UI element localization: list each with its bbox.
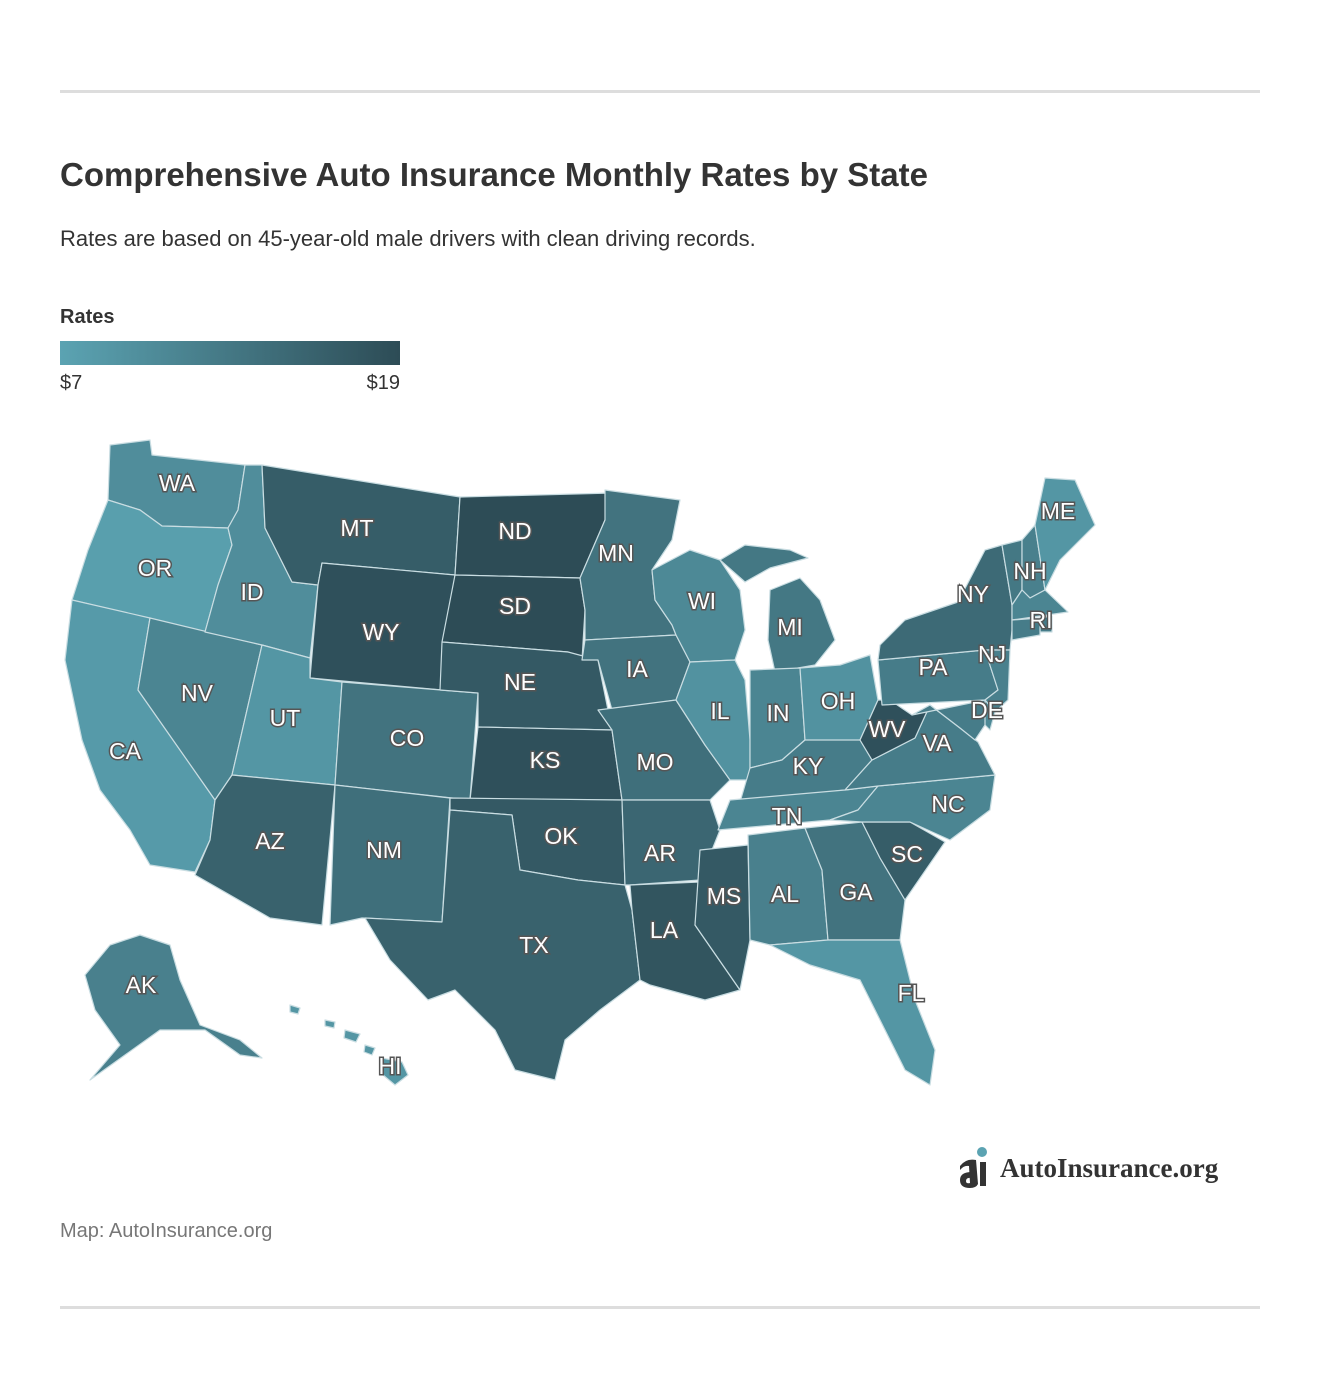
state-label-mi: MI <box>777 614 803 640</box>
state-label-ky: KY <box>793 753 824 779</box>
state-label-sd: SD <box>499 593 531 619</box>
state-label-sc: SC <box>891 841 923 867</box>
state-label-hi: HI <box>379 1053 402 1079</box>
state-tx <box>364 809 641 1081</box>
legend-max-label: $19 <box>366 372 400 394</box>
legend-title: Rates <box>60 306 115 328</box>
top-divider <box>60 90 1260 93</box>
state-label-tn: TN <box>772 803 803 829</box>
state-label-ks: KS <box>530 747 561 773</box>
us-choropleth-map: WA OR CA NV ID MT WY UT AZ CO NM ND SD NE KS OK TX MN IA MO… <box>64 439 1096 1086</box>
state-label-ut: UT <box>270 705 301 731</box>
state-label-ms: MS <box>707 883 742 909</box>
state-label-va: VA <box>923 730 953 756</box>
state-label-in: IN <box>767 700 790 726</box>
map-source: Map: AutoInsurance.org <box>60 1220 273 1242</box>
brand-mark-icon <box>960 1147 987 1188</box>
state-label-nc: NC <box>931 791 964 817</box>
state-hi <box>289 1004 409 1086</box>
state-label-mo: MO <box>636 749 673 775</box>
state-label-me: ME <box>1041 498 1076 524</box>
state-fl <box>769 939 936 1086</box>
state-ct <box>1011 617 1041 641</box>
state-label-ca: CA <box>109 738 142 764</box>
state-label-nd: ND <box>498 518 531 544</box>
state-label-ne: NE <box>504 669 536 695</box>
state-label-nh: NH <box>1013 558 1046 584</box>
state-az <box>194 774 336 926</box>
state-label-ga: GA <box>839 879 873 905</box>
state-label-or: OR <box>138 555 173 581</box>
page-title: Comprehensive Auto Insurance Monthly Rat… <box>60 156 928 193</box>
state-ms <box>694 844 751 991</box>
state-label-nv: NV <box>181 680 214 706</box>
state-label-wv: WV <box>868 716 906 742</box>
state-label-al: AL <box>771 881 799 907</box>
state-label-mn: MN <box>598 540 634 566</box>
state-label-oh: OH <box>821 688 856 714</box>
legend-gradient-bar <box>60 341 400 365</box>
state-md <box>911 699 986 741</box>
state-label-la: LA <box>650 917 679 943</box>
state-label-ak: AK <box>126 972 157 998</box>
state-label-fl: FL <box>898 980 925 1006</box>
state-label-ny: NY <box>957 581 989 607</box>
state-label-wa: WA <box>159 470 196 496</box>
state-label-wi: WI <box>688 588 716 614</box>
state-mi <box>719 544 836 673</box>
state-label-co: CO <box>390 725 425 751</box>
state-label-ia: IA <box>626 656 648 682</box>
brand-name: AutoInsurance.org <box>1000 1152 1219 1183</box>
state-label-pa: PA <box>919 654 949 680</box>
state-label-ar: AR <box>644 840 676 866</box>
brand-logo: AutoInsurance.org <box>956 1146 1218 1190</box>
state-label-mt: MT <box>340 515 373 541</box>
state-label-ok: OK <box>544 823 578 849</box>
state-label-wy: WY <box>362 619 399 645</box>
state-label-ri: RI <box>1030 607 1053 633</box>
state-label-tx: TX <box>519 932 548 958</box>
legend-min-label: $7 <box>60 372 83 394</box>
state-label-nj: NJ <box>978 641 1006 667</box>
page-subtitle: Rates are based on 45-year-old male driv… <box>60 226 756 251</box>
bottom-divider <box>60 1306 1260 1309</box>
state-wy <box>309 562 456 691</box>
state-label-de: DE <box>971 697 1003 723</box>
state-label-id: ID <box>241 579 264 605</box>
state-label-az: AZ <box>255 828 284 854</box>
state-label-il: IL <box>710 698 729 724</box>
state-ak <box>84 934 263 1081</box>
state-label-nm: NM <box>366 837 402 863</box>
